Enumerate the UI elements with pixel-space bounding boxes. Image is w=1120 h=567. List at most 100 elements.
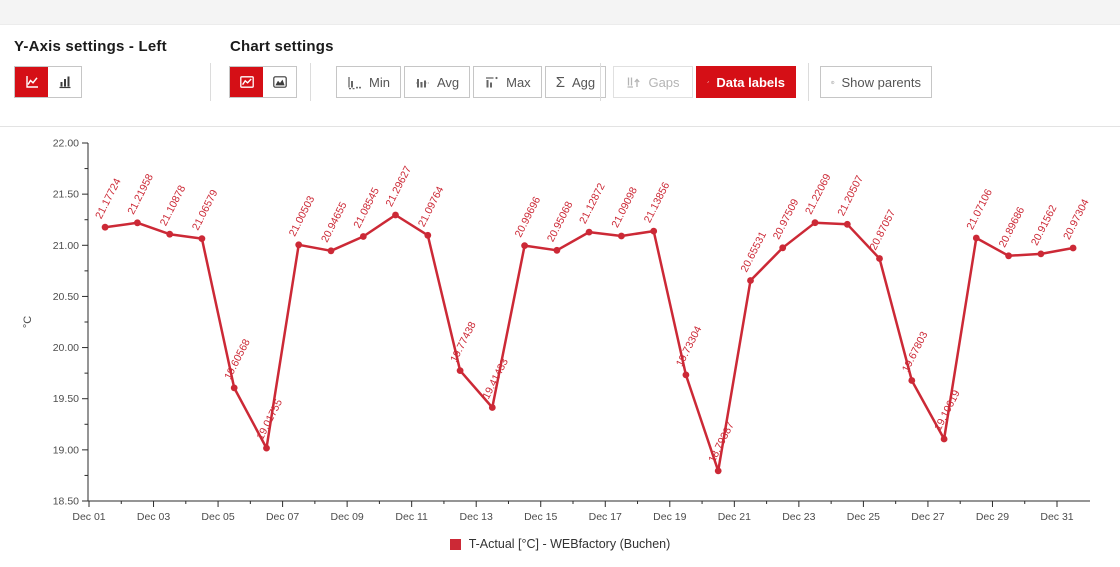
gaps-button[interactable]: Gaps <box>613 66 693 98</box>
yaxis-chart-type-group <box>14 66 82 98</box>
data-point[interactable] <box>488 404 496 411</box>
bar-chart-icon <box>59 76 70 89</box>
data-point[interactable] <box>1069 244 1077 252</box>
data-label: 20.99696 <box>513 195 544 240</box>
toolbar-separator <box>210 63 211 101</box>
toolbar-separator <box>808 63 809 101</box>
min-button[interactable]: Min <box>336 66 401 98</box>
line-chart-icon <box>239 76 254 88</box>
svg-text:Dec 03: Dec 03 <box>137 511 170 523</box>
chart-type-group <box>229 66 297 98</box>
data-point[interactable] <box>714 467 722 475</box>
data-label: 20.97509 <box>771 197 802 242</box>
data-point[interactable] <box>779 244 787 252</box>
chart-settings-title: Chart settings <box>230 38 334 55</box>
data-point[interactable] <box>1005 252 1012 260</box>
legend-label: T-Actual [°C] - WEBfactory (Buchen) <box>468 537 671 551</box>
data-label: 21.07106 <box>964 187 995 232</box>
svg-text:Dec 25: Dec 25 <box>847 511 880 523</box>
data-point[interactable] <box>843 220 851 228</box>
data-label: 20.97304 <box>1061 197 1092 242</box>
data-point[interactable] <box>553 246 561 254</box>
max-button-label: Max <box>506 74 531 90</box>
data-label: 21.08545 <box>351 186 382 231</box>
data-point[interactable] <box>295 241 303 249</box>
svg-text:Dec 15: Dec 15 <box>524 511 557 523</box>
data-point[interactable] <box>134 219 141 227</box>
data-point[interactable] <box>876 255 883 262</box>
data-point[interactable] <box>940 435 948 443</box>
svg-text:Dec 21: Dec 21 <box>718 511 751 523</box>
data-point[interactable] <box>972 234 980 242</box>
data-point[interactable] <box>811 219 819 227</box>
data-point[interactable] <box>908 377 916 384</box>
avg-button-label: Avg <box>436 74 460 90</box>
data-point[interactable] <box>359 233 367 240</box>
data-label: 21.10878 <box>158 183 189 228</box>
svg-text:Dec 05: Dec 05 <box>201 511 234 523</box>
svg-text:22.00: 22.00 <box>53 138 79 150</box>
svg-text:19.50: 19.50 <box>53 393 79 405</box>
data-point[interactable] <box>101 223 109 231</box>
top-strip <box>0 0 1120 25</box>
data-labels-button-label: Data labels <box>716 74 785 90</box>
info-icon <box>831 80 835 84</box>
data-point[interactable] <box>585 228 593 236</box>
yaxis-bar-chart-button[interactable] <box>48 67 81 97</box>
svg-text:Dec 01: Dec 01 <box>72 511 105 523</box>
svg-text:Dec 23: Dec 23 <box>782 511 815 523</box>
data-point[interactable] <box>263 444 270 452</box>
svg-text:Dec 29: Dec 29 <box>976 511 1009 523</box>
data-point[interactable] <box>650 227 658 235</box>
data-label: 21.21958 <box>125 172 156 217</box>
data-label: 21.17724 <box>93 176 124 221</box>
data-label: 21.09764 <box>416 184 447 229</box>
svg-text:Dec 17: Dec 17 <box>589 511 622 523</box>
max-button[interactable]: Max <box>473 66 542 98</box>
data-point[interactable] <box>198 235 206 242</box>
data-point[interactable] <box>618 232 625 240</box>
yaxis-line-chart-button[interactable] <box>15 67 48 97</box>
show-parents-button-label: Show parents <box>841 74 922 90</box>
min-button-label: Min <box>369 74 390 90</box>
svg-text:Dec 27: Dec 27 <box>911 511 944 523</box>
data-label: 20.87057 <box>868 208 899 253</box>
svg-text:Dec 11: Dec 11 <box>395 511 428 523</box>
chart-line-mode-button[interactable] <box>230 67 263 97</box>
avg-button[interactable]: Avg <box>403 66 471 98</box>
data-point[interactable] <box>1037 250 1045 258</box>
svg-text:Dec 09: Dec 09 <box>330 511 363 523</box>
toolbar-divider <box>0 126 1120 127</box>
data-labels-button[interactable]: Data labels <box>696 66 796 98</box>
data-point[interactable] <box>230 384 238 392</box>
yaxis-settings-title: Y-Axis settings - Left <box>14 38 167 55</box>
data-point[interactable] <box>682 371 690 379</box>
data-label: 20.95068 <box>545 199 576 244</box>
avg-icon <box>416 78 429 87</box>
data-label: 21.00503 <box>287 194 318 239</box>
svg-text:21.50: 21.50 <box>53 189 79 201</box>
data-point[interactable] <box>392 211 399 219</box>
agg-button[interactable]: Σ Agg <box>544 66 607 98</box>
svg-text:Dec 07: Dec 07 <box>266 511 299 523</box>
show-parents-button[interactable]: Show parents <box>820 66 932 98</box>
svg-text:19.00: 19.00 <box>53 444 79 456</box>
svg-text:°C: °C <box>22 316 34 328</box>
data-point[interactable] <box>424 231 432 239</box>
svg-text:21.00: 21.00 <box>53 240 79 252</box>
max-icon <box>486 76 498 87</box>
legend-item[interactable]: T-Actual [°C] - WEBfactory (Buchen) <box>0 537 1120 551</box>
data-label: 21.20507 <box>835 173 866 218</box>
pencil-icon <box>707 81 710 83</box>
data-point[interactable] <box>166 230 174 238</box>
data-label: 21.13856 <box>642 180 673 225</box>
data-label: 21.12872 <box>577 181 608 226</box>
data-point[interactable] <box>747 277 754 284</box>
chart-area-mode-button[interactable] <box>263 67 296 97</box>
data-point[interactable] <box>521 242 528 249</box>
toolbar-separator <box>310 63 311 101</box>
data-point[interactable] <box>456 367 464 374</box>
min-icon <box>348 76 361 89</box>
data-point[interactable] <box>327 247 335 255</box>
svg-text:Dec 13: Dec 13 <box>460 511 493 523</box>
